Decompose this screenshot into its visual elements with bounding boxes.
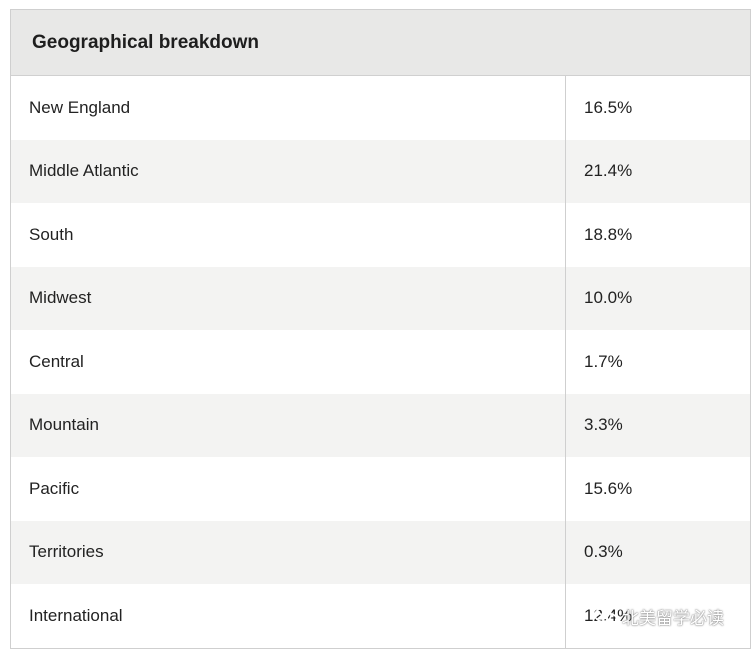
percent-cell: 15.6% (584, 478, 633, 498)
region-cell: Midwest (11, 266, 566, 330)
table-row: Midwest 10.0% (11, 266, 750, 330)
wechat-icon (594, 607, 618, 627)
region-cell: Middle Atlantic (11, 139, 566, 203)
region-cell: New England (11, 76, 566, 140)
region-cell: Central (11, 330, 566, 394)
region-cell: Pacific (11, 457, 566, 521)
percent-cell: 1.7% (584, 351, 623, 371)
table-row: New England 16.5% (11, 76, 750, 140)
table-row: Central 1.7% (11, 330, 750, 394)
percent-cell: 21.4% (584, 161, 633, 181)
percent-cell: 16.5% (584, 97, 633, 117)
table-row: Middle Atlantic 21.4% (11, 139, 750, 203)
table-row: Mountain 3.3% (11, 393, 750, 457)
percent-cell: 0.3% (584, 542, 623, 562)
watermark: 北美留学必读 (594, 604, 724, 629)
region-cell: Territories (11, 520, 566, 584)
table-title: Geographical breakdown (11, 10, 750, 76)
percent-cell: 10.0% (584, 288, 633, 308)
table-row: Pacific 15.6% (11, 457, 750, 521)
percent-cell: 18.8% (584, 224, 633, 244)
table-row: International 12.4% (11, 584, 750, 648)
geographical-breakdown-table: Geographical breakdown New England 16.5% M… (10, 9, 751, 649)
table-row: Territories 0.3% (11, 520, 750, 584)
table-body: New England 16.5% Middle Atlantic 21.4% Sout… (11, 76, 750, 648)
region-cell: International (11, 584, 566, 648)
watermark-text: 北美留学必读 (622, 609, 724, 629)
table-row: South 18.8% (11, 203, 750, 267)
region-cell: Mountain (11, 393, 566, 457)
percent-cell: 3.3% (584, 415, 623, 435)
region-cell: South (11, 203, 566, 267)
